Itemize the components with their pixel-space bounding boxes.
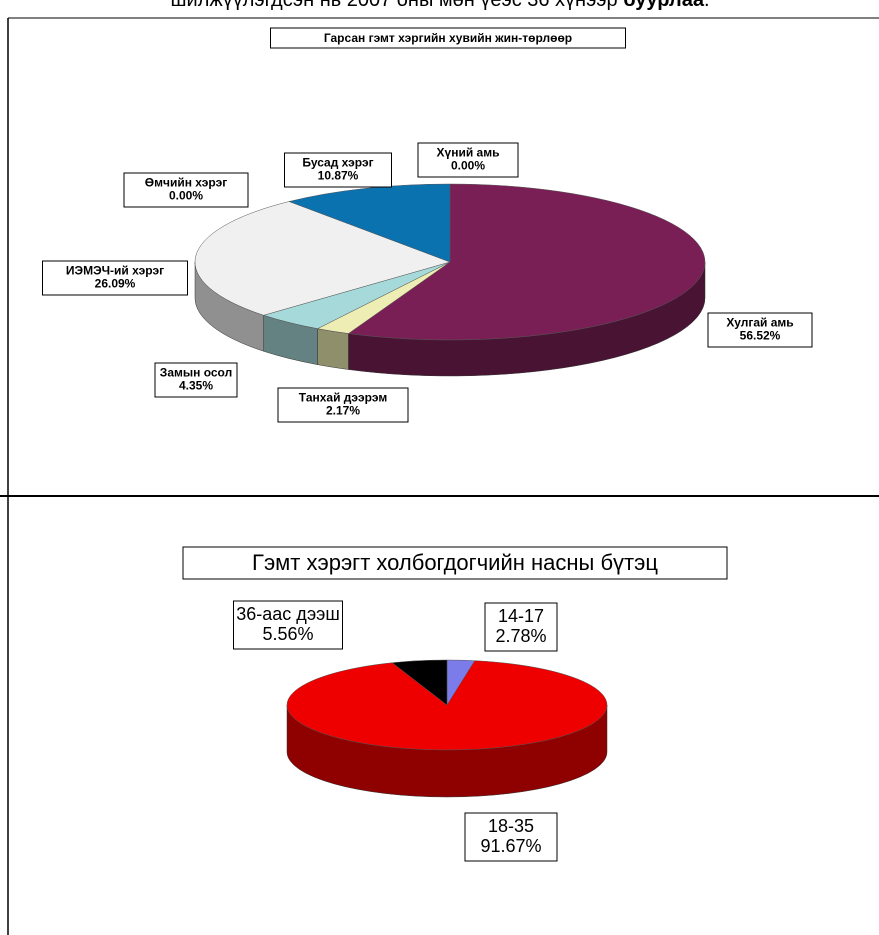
value-label: 4.35%: [179, 379, 213, 393]
category-label: Бусад хэрэг: [302, 156, 373, 170]
data-label: Бусад хэрэг 10.87%: [302, 156, 373, 183]
data-label: 18-35 91.67%: [480, 816, 541, 856]
category-label: Замын осол: [160, 366, 232, 380]
title-box: [270, 27, 626, 49]
slice-side: [317, 328, 349, 370]
intro-emphasis: буурлаа: [623, 0, 705, 11]
data-label: Хулгай амь 56.52%: [726, 316, 793, 343]
slice: [286, 660, 608, 751]
slice: [391, 659, 448, 706]
chart-title: Гэмт хэрэгт холбогдогчийн насны бүтэц: [252, 550, 658, 575]
category-label: 36-аас дээш: [236, 604, 340, 624]
data-label: Өмчийн хэрэг 0.00%: [145, 176, 227, 203]
title-box: [182, 546, 728, 580]
intro-part: шилжүүлэгдсэн нь 2007 оны мөн үеэс 36 хү…: [170, 0, 623, 11]
category-label: Хулгай амь: [726, 316, 793, 330]
slice: [194, 201, 451, 316]
label-box: [154, 362, 238, 398]
label-box: [707, 312, 813, 348]
data-label: 36-аас дээш 5.56%: [236, 604, 340, 644]
value-label: 0.00%: [169, 189, 203, 203]
value-label: 10.87%: [318, 169, 359, 183]
value-label: 2.17%: [326, 404, 360, 418]
category-label: ИЭМЭЧ-ий хэрэг: [66, 264, 164, 278]
label-box: [277, 387, 409, 423]
value-label: 0.00%: [451, 159, 485, 173]
data-label: Хүний амь 0.00%: [437, 146, 500, 173]
slice: [288, 183, 451, 263]
value-label: 56.52%: [740, 329, 781, 343]
label-box: [123, 172, 249, 208]
intro-part: .: [704, 0, 710, 11]
value-label: 26.09%: [95, 277, 136, 291]
category-label: 18-35: [488, 816, 534, 836]
value-label: 5.56%: [262, 624, 313, 644]
data-label: Танхай дээрэм 2.17%: [299, 391, 388, 418]
label-box: [233, 600, 343, 650]
category-label: Өмчийн хэрэг: [145, 176, 227, 190]
label-box: [464, 812, 558, 862]
value-label: 2.78%: [495, 626, 546, 646]
data-label: ИЭМЭЧ-ий хэрэг 26.09%: [66, 264, 164, 291]
value-label: 91.67%: [480, 836, 541, 856]
data-label: Замын осол 4.35%: [160, 366, 232, 393]
slice: [347, 183, 706, 341]
category-label: Танхай дээрэм: [299, 391, 388, 405]
label-box: [417, 142, 519, 178]
intro-text: шилжүүлэгдсэн нь 2007 оны мөн үеэс 36 хү…: [170, 0, 709, 11]
label-box: [284, 152, 392, 188]
category-label: Хүний амь: [437, 146, 500, 160]
label-box: [42, 260, 188, 296]
chart-title: Гарсан гэмт хэргийн хувийн жин-төрлөөр: [324, 31, 572, 45]
data-label: 14-17 2.78%: [495, 606, 546, 646]
category-label: 14-17: [498, 606, 544, 626]
label-box: [484, 602, 558, 652]
